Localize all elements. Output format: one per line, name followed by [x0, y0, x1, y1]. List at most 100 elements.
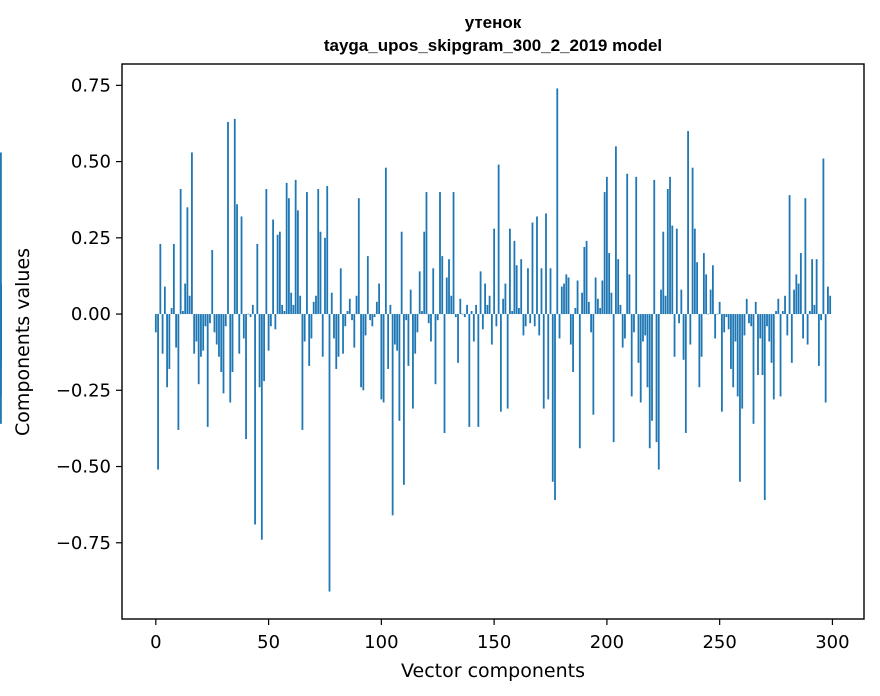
- bar: [811, 259, 814, 315]
- bar: [698, 314, 701, 388]
- bar: [389, 304, 392, 315]
- bar: [624, 314, 626, 339]
- bar: [727, 314, 730, 330]
- bar: [723, 314, 726, 333]
- bar: [452, 192, 455, 315]
- bar: [725, 314, 728, 318]
- bar: [696, 262, 698, 315]
- bar: [556, 88, 559, 315]
- bar: [215, 314, 218, 345]
- bar: [748, 314, 750, 324]
- y-tick-label: 0.75: [71, 75, 111, 96]
- bar: [673, 314, 676, 357]
- bar: [414, 314, 417, 354]
- bar: [775, 311, 777, 315]
- bar: [166, 314, 168, 388]
- bar: [777, 298, 780, 315]
- bar: [540, 268, 543, 315]
- bar: [267, 314, 270, 351]
- bar: [193, 314, 196, 354]
- bar: [806, 314, 809, 345]
- bar: [621, 314, 624, 348]
- bar: [463, 314, 466, 318]
- bar: [709, 289, 712, 315]
- bar: [448, 259, 450, 315]
- bar: [461, 313, 464, 315]
- bar: [170, 307, 173, 315]
- bar: [441, 256, 444, 315]
- bar: [163, 286, 166, 315]
- bar: [506, 314, 509, 409]
- bar: [348, 298, 351, 315]
- bar: [400, 231, 403, 315]
- bar: [763, 314, 766, 501]
- bar: [299, 295, 302, 315]
- bar: [509, 228, 511, 315]
- bar: [583, 246, 586, 315]
- bar: [675, 228, 678, 315]
- x-tick-label: 250: [702, 632, 736, 653]
- bar: [558, 314, 561, 339]
- bar: [693, 228, 696, 315]
- bar: [168, 314, 171, 369]
- bar: [315, 295, 317, 315]
- bar: [278, 231, 281, 315]
- bar: [574, 307, 577, 315]
- bar: [285, 182, 288, 315]
- bar: [757, 314, 759, 376]
- bar: [730, 314, 732, 369]
- bar: [434, 314, 437, 385]
- bar: [238, 314, 241, 354]
- bar: [405, 314, 408, 321]
- bar: [687, 131, 689, 315]
- bar: [745, 298, 748, 315]
- bar: [308, 314, 311, 366]
- bar: [669, 176, 671, 315]
- bar: [786, 314, 789, 336]
- bar: [626, 173, 629, 315]
- bar: [716, 313, 719, 315]
- bar: [700, 314, 703, 357]
- bar: [815, 259, 818, 315]
- bar: [233, 118, 236, 315]
- plot-frame: [121, 63, 865, 620]
- bar: [653, 179, 656, 315]
- bar: [585, 240, 588, 315]
- bar: [827, 286, 829, 315]
- bar: [511, 311, 514, 315]
- bar: [590, 314, 592, 333]
- bar: [200, 314, 202, 357]
- bar: [637, 314, 640, 363]
- bar: [249, 314, 252, 318]
- bar: [236, 204, 238, 315]
- bar: [635, 176, 638, 315]
- bar: [639, 314, 642, 403]
- bar: [272, 219, 274, 315]
- bar: [398, 314, 401, 421]
- bar: [761, 314, 764, 376]
- y-tick-label: 0.25: [71, 228, 111, 249]
- x-tick-label: 150: [477, 632, 511, 653]
- bar: [479, 271, 482, 315]
- bar: [229, 314, 232, 403]
- bar: [691, 167, 694, 315]
- bar: [407, 314, 410, 366]
- bar: [294, 179, 297, 315]
- bar: [303, 314, 306, 342]
- bar: [445, 277, 448, 315]
- bar: [191, 152, 193, 315]
- bar: [466, 304, 468, 315]
- y-tick-label: 0.00: [71, 304, 111, 325]
- bar: [536, 216, 538, 315]
- bar: [547, 314, 550, 400]
- bar: [754, 301, 757, 315]
- bar: [306, 192, 308, 315]
- bar: [396, 314, 399, 351]
- bar: [0, 314, 2, 397]
- bars: [0, 88, 832, 592]
- bar: [427, 314, 430, 324]
- bar: [481, 314, 484, 330]
- bar: [439, 192, 441, 315]
- bar: [360, 314, 362, 388]
- bar: [324, 237, 326, 315]
